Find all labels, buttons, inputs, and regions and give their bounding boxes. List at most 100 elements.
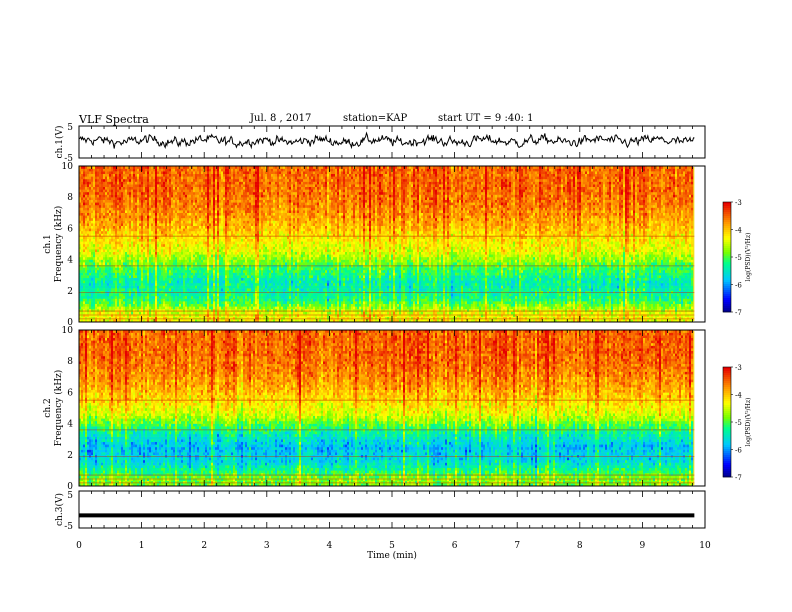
ch1-spectrogram-cell xyxy=(157,278,159,281)
ch1-spectrogram-cell xyxy=(155,205,157,208)
ch1-spectrogram-cell xyxy=(157,215,159,218)
ch1-spectrogram-cell xyxy=(83,254,85,257)
ch1-spectrogram-cell xyxy=(183,174,185,177)
ch1-spectrogram-cell xyxy=(139,270,141,273)
ch1-spectrogram-cell xyxy=(103,252,105,255)
ch1-spectrogram-cell xyxy=(177,288,179,291)
ch1-spectrogram-cell xyxy=(81,169,83,172)
ch1-spectrogram-cell xyxy=(87,192,89,195)
ch1-spectrogram-cell xyxy=(155,169,157,172)
ch1-spectrogram-cell xyxy=(239,254,241,257)
ch1-spectrogram-cell xyxy=(159,241,161,244)
ch1-spectrogram-cell xyxy=(135,293,137,296)
ch1-spectrogram-cell xyxy=(143,169,145,172)
ch1-spectrogram-cell xyxy=(181,176,183,179)
ch1-spectrogram-cell xyxy=(175,260,177,263)
ch1-spectrogram-cell xyxy=(133,252,135,255)
ch1-spectrogram-cell xyxy=(103,197,105,200)
ch1-spectrogram-cell xyxy=(225,260,227,263)
ch1-spectrogram-cell xyxy=(183,299,185,302)
ch1-spectrogram-cell xyxy=(121,296,123,299)
ch1-spectrogram-cell xyxy=(125,192,127,195)
ch1-spectrogram-cell xyxy=(81,205,83,208)
ch1-spectrogram-cell xyxy=(163,215,165,218)
ch1-spectrogram-cell xyxy=(199,283,201,286)
ch1-spectrogram-cell xyxy=(115,283,117,286)
ch1-spectrogram-cell xyxy=(129,247,131,250)
ch1-spectrogram-cell xyxy=(107,280,109,283)
ch1-spectrogram-cell xyxy=(135,254,137,257)
ch1-spectrogram-cell xyxy=(141,262,143,265)
ch1-spectrogram-cell xyxy=(213,200,215,203)
ch1-spectrogram-cell xyxy=(119,195,121,198)
ch1-spectrogram-cell xyxy=(87,202,89,205)
ch1-spectrogram-cell xyxy=(171,174,173,177)
ch1-spectrogram-cell xyxy=(239,304,241,307)
ch1-spectrogram-cell xyxy=(163,247,165,250)
ch1-spectrogram-cell xyxy=(115,192,117,195)
ch1-spectrogram-cell xyxy=(93,195,95,198)
ch1-spectrogram-cell xyxy=(177,260,179,263)
ch1-spectrogram-cell xyxy=(135,312,137,315)
ch1-spectrogram-cell xyxy=(151,231,153,234)
ch1-spectrogram-cell xyxy=(129,283,131,286)
ch1-spectrogram-cell xyxy=(205,254,207,257)
ch1-spectrogram-cell xyxy=(219,288,221,291)
ch1-spectrogram-cell xyxy=(117,254,119,257)
ch1-spectrogram-cell xyxy=(223,202,225,205)
ch1-spectrogram-cell xyxy=(181,171,183,174)
ch1-spectrogram-cell xyxy=(179,228,181,231)
ch1-spectrogram-cell xyxy=(195,312,197,315)
ch1-spectrogram-cell xyxy=(169,278,171,281)
ch1-spectrogram-cell xyxy=(113,301,115,304)
ch1-spectrogram-cell xyxy=(191,195,193,198)
ch1-spectrogram-cell xyxy=(141,267,143,270)
ch1-spectrogram-cell xyxy=(203,312,205,315)
ch1-spectrogram-cell xyxy=(101,286,103,289)
ch1-spectrogram-cell xyxy=(97,254,99,257)
ch1-spectrogram-cell xyxy=(223,254,225,257)
ch1-spectrogram-cell xyxy=(105,182,107,185)
ch1-spectrogram-cell xyxy=(117,270,119,273)
ch1-spectrogram-cell xyxy=(149,179,151,182)
ch1-spectrogram-cell xyxy=(183,195,185,198)
ch1-spectrogram-cell xyxy=(207,213,209,216)
ch1-spectrogram-cell xyxy=(141,301,143,304)
ch1-spectrogram-cell xyxy=(199,247,201,250)
ch1-spectrogram-cell xyxy=(153,202,155,205)
ch1-spectrogram-cell xyxy=(209,218,211,221)
ch1-spectrogram-cell xyxy=(211,254,213,257)
ch1-spectrogram-cell xyxy=(163,218,165,221)
ch1-spectrogram-cell xyxy=(239,182,241,185)
ch1-spectrogram-cell xyxy=(195,174,197,177)
ch1-spectrogram-cell xyxy=(115,301,117,304)
ch1-spectrogram-cell xyxy=(121,189,123,192)
ch1-spectrogram-cell xyxy=(157,236,159,239)
ch1-spectrogram-cell xyxy=(171,210,173,213)
ch1-spectrogram-cell xyxy=(201,249,203,252)
ch1-spectrogram-cell xyxy=(103,236,105,239)
ch1-spectrogram-cell xyxy=(189,244,191,247)
ch1-spectrogram-cell xyxy=(155,280,157,283)
ch1-spectrogram-cell xyxy=(113,270,115,273)
ch1-spectrogram-cell xyxy=(219,215,221,218)
ch1-spectrogram-cell xyxy=(189,296,191,299)
ch1-spectrogram-cell xyxy=(197,197,199,200)
ch1-spectrogram-cell xyxy=(209,278,211,281)
ch1-spectrogram-cell xyxy=(135,187,137,190)
ch1-spectrogram-cell xyxy=(129,299,131,302)
ch1-spectrogram-cell xyxy=(231,202,233,205)
ch1-spectrogram-cell xyxy=(195,210,197,213)
ch1-spectrogram-cell xyxy=(183,262,185,265)
ch1-spectrogram-cell xyxy=(237,273,239,276)
ch1-spectrogram-cell xyxy=(95,239,97,242)
ch1-spectrogram-cell xyxy=(151,241,153,244)
ch1-spectrogram-cell xyxy=(219,304,221,307)
ch1-spectrogram-cell xyxy=(137,312,139,315)
ch1-spectrogram-cell xyxy=(97,247,99,250)
ch1-spectrogram-cell xyxy=(147,189,149,192)
ch1-spectrogram-cell xyxy=(127,176,129,179)
ch1-spectrogram-cell xyxy=(85,202,87,205)
ch1-spectrogram-cell xyxy=(147,254,149,257)
ch1-spectrogram-cell xyxy=(103,210,105,213)
